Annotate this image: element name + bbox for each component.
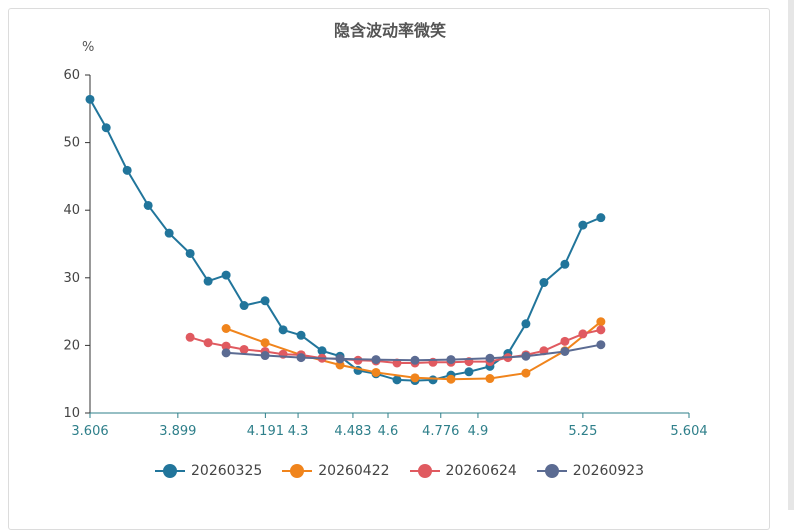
chart-card xyxy=(8,8,770,530)
data-point-20260923 xyxy=(485,353,495,363)
data-point-20260923 xyxy=(596,340,606,350)
data-point-20260325 xyxy=(85,94,95,104)
legend-item-20260624[interactable]: 20260624 xyxy=(409,460,517,482)
x-tick-label: 5.25 xyxy=(568,424,597,439)
data-point-20260624 xyxy=(185,332,195,342)
legend-item-20260325[interactable]: 20260325 xyxy=(155,460,262,482)
data-point-20260624 xyxy=(578,329,588,339)
data-point-20260325 xyxy=(122,165,132,175)
data-point-20260325 xyxy=(560,259,570,269)
scrollbar[interactable] xyxy=(788,0,794,510)
data-point-20260923 xyxy=(446,355,456,365)
y-tick-label: 60 xyxy=(63,68,80,83)
data-point-20260325 xyxy=(221,270,231,280)
data-point-20260624 xyxy=(596,325,606,335)
data-point-20260325 xyxy=(521,319,531,329)
x-tick-label: 3.606 xyxy=(71,424,108,439)
data-point-20260422 xyxy=(260,338,270,348)
legend-marker-icon xyxy=(155,464,185,478)
legend-label: 20260325 xyxy=(191,463,263,479)
data-point-20260422 xyxy=(410,373,420,383)
legend-label: 20260422 xyxy=(318,463,390,479)
data-point-20260325 xyxy=(392,375,402,385)
data-point-20260325 xyxy=(317,346,327,356)
data-point-20260923 xyxy=(335,354,345,364)
data-point-20260624 xyxy=(560,336,570,346)
data-point-20260422 xyxy=(596,317,606,327)
x-tick-label: 4.6 xyxy=(378,424,399,439)
x-tick-label: 4.776 xyxy=(422,424,459,439)
data-point-20260325 xyxy=(203,276,213,286)
data-point-20260923 xyxy=(521,351,531,361)
y-tick-label: 20 xyxy=(63,338,80,353)
legend-item-20260923[interactable]: 20260923 xyxy=(536,460,645,482)
legend-marker-dot xyxy=(163,464,177,478)
data-point-20260325 xyxy=(296,330,306,340)
data-point-20260923 xyxy=(410,355,420,365)
data-point-20260422 xyxy=(221,324,231,333)
data-point-20260325 xyxy=(143,200,153,210)
chart-title: 隐含波动率微笑 xyxy=(333,21,446,40)
legend-marker-icon xyxy=(409,464,440,478)
data-point-20260422 xyxy=(485,374,495,384)
x-tick-label: 3.899 xyxy=(159,424,196,439)
data-point-20260325 xyxy=(101,123,111,133)
data-point-20260325 xyxy=(539,278,549,288)
series-line-20260624 xyxy=(189,328,602,364)
data-point-20260923 xyxy=(221,348,231,358)
legend-item-20260422[interactable]: 20260422 xyxy=(282,460,390,482)
x-tick-label: 4.191 xyxy=(247,424,284,439)
data-point-20260624 xyxy=(221,341,231,351)
series-line-20260325 xyxy=(89,98,602,382)
data-point-20260325 xyxy=(164,228,174,238)
data-point-20260422 xyxy=(446,374,456,384)
y-tick-label: 30 xyxy=(63,271,80,286)
legend-marker-dot xyxy=(417,464,432,478)
data-point-20260325 xyxy=(464,367,474,377)
y-tick-label: 10 xyxy=(63,406,80,421)
chart-plot: 10 20 30 40 50 60 3.606 3.899 4.191 4.3 4.483 4.6 4.… xyxy=(63,68,707,439)
data-point-20260624 xyxy=(203,338,213,348)
x-tick-label: 4.9 xyxy=(468,424,489,439)
data-point-20260325 xyxy=(239,301,249,311)
y-tick-label: 40 xyxy=(63,203,80,218)
data-point-20260923 xyxy=(260,351,270,361)
legend-marker-dot xyxy=(544,464,559,478)
y-axis-unit: % xyxy=(82,40,95,55)
data-point-20260325 xyxy=(260,296,270,306)
data-point-20260923 xyxy=(371,355,381,365)
data-point-20260325 xyxy=(596,213,606,223)
chart-legend: 20260325 20260422 20260624 20260923 xyxy=(155,460,644,482)
legend-marker-icon xyxy=(536,464,567,478)
data-point-20260422 xyxy=(521,368,531,378)
legend-label: 20260624 xyxy=(445,463,517,479)
x-tick-label: 4.483 xyxy=(334,424,371,439)
x-tick-label: 5.604 xyxy=(670,424,707,439)
data-point-20260624 xyxy=(239,344,249,354)
data-point-20260325 xyxy=(578,220,588,230)
data-point-20260325 xyxy=(278,325,288,335)
data-point-20260923 xyxy=(560,346,570,356)
data-point-20260325 xyxy=(428,375,438,385)
data-point-20260325 xyxy=(185,248,195,258)
legend-marker-dot xyxy=(290,464,305,478)
data-point-20260624 xyxy=(353,355,363,365)
data-point-20260923 xyxy=(296,353,306,363)
legend-marker-icon xyxy=(282,464,313,478)
legend-label: 20260923 xyxy=(572,463,645,479)
x-tick-label: 4.3 xyxy=(288,424,309,439)
y-tick-label: 50 xyxy=(63,136,80,151)
data-point-20260422 xyxy=(371,367,381,377)
